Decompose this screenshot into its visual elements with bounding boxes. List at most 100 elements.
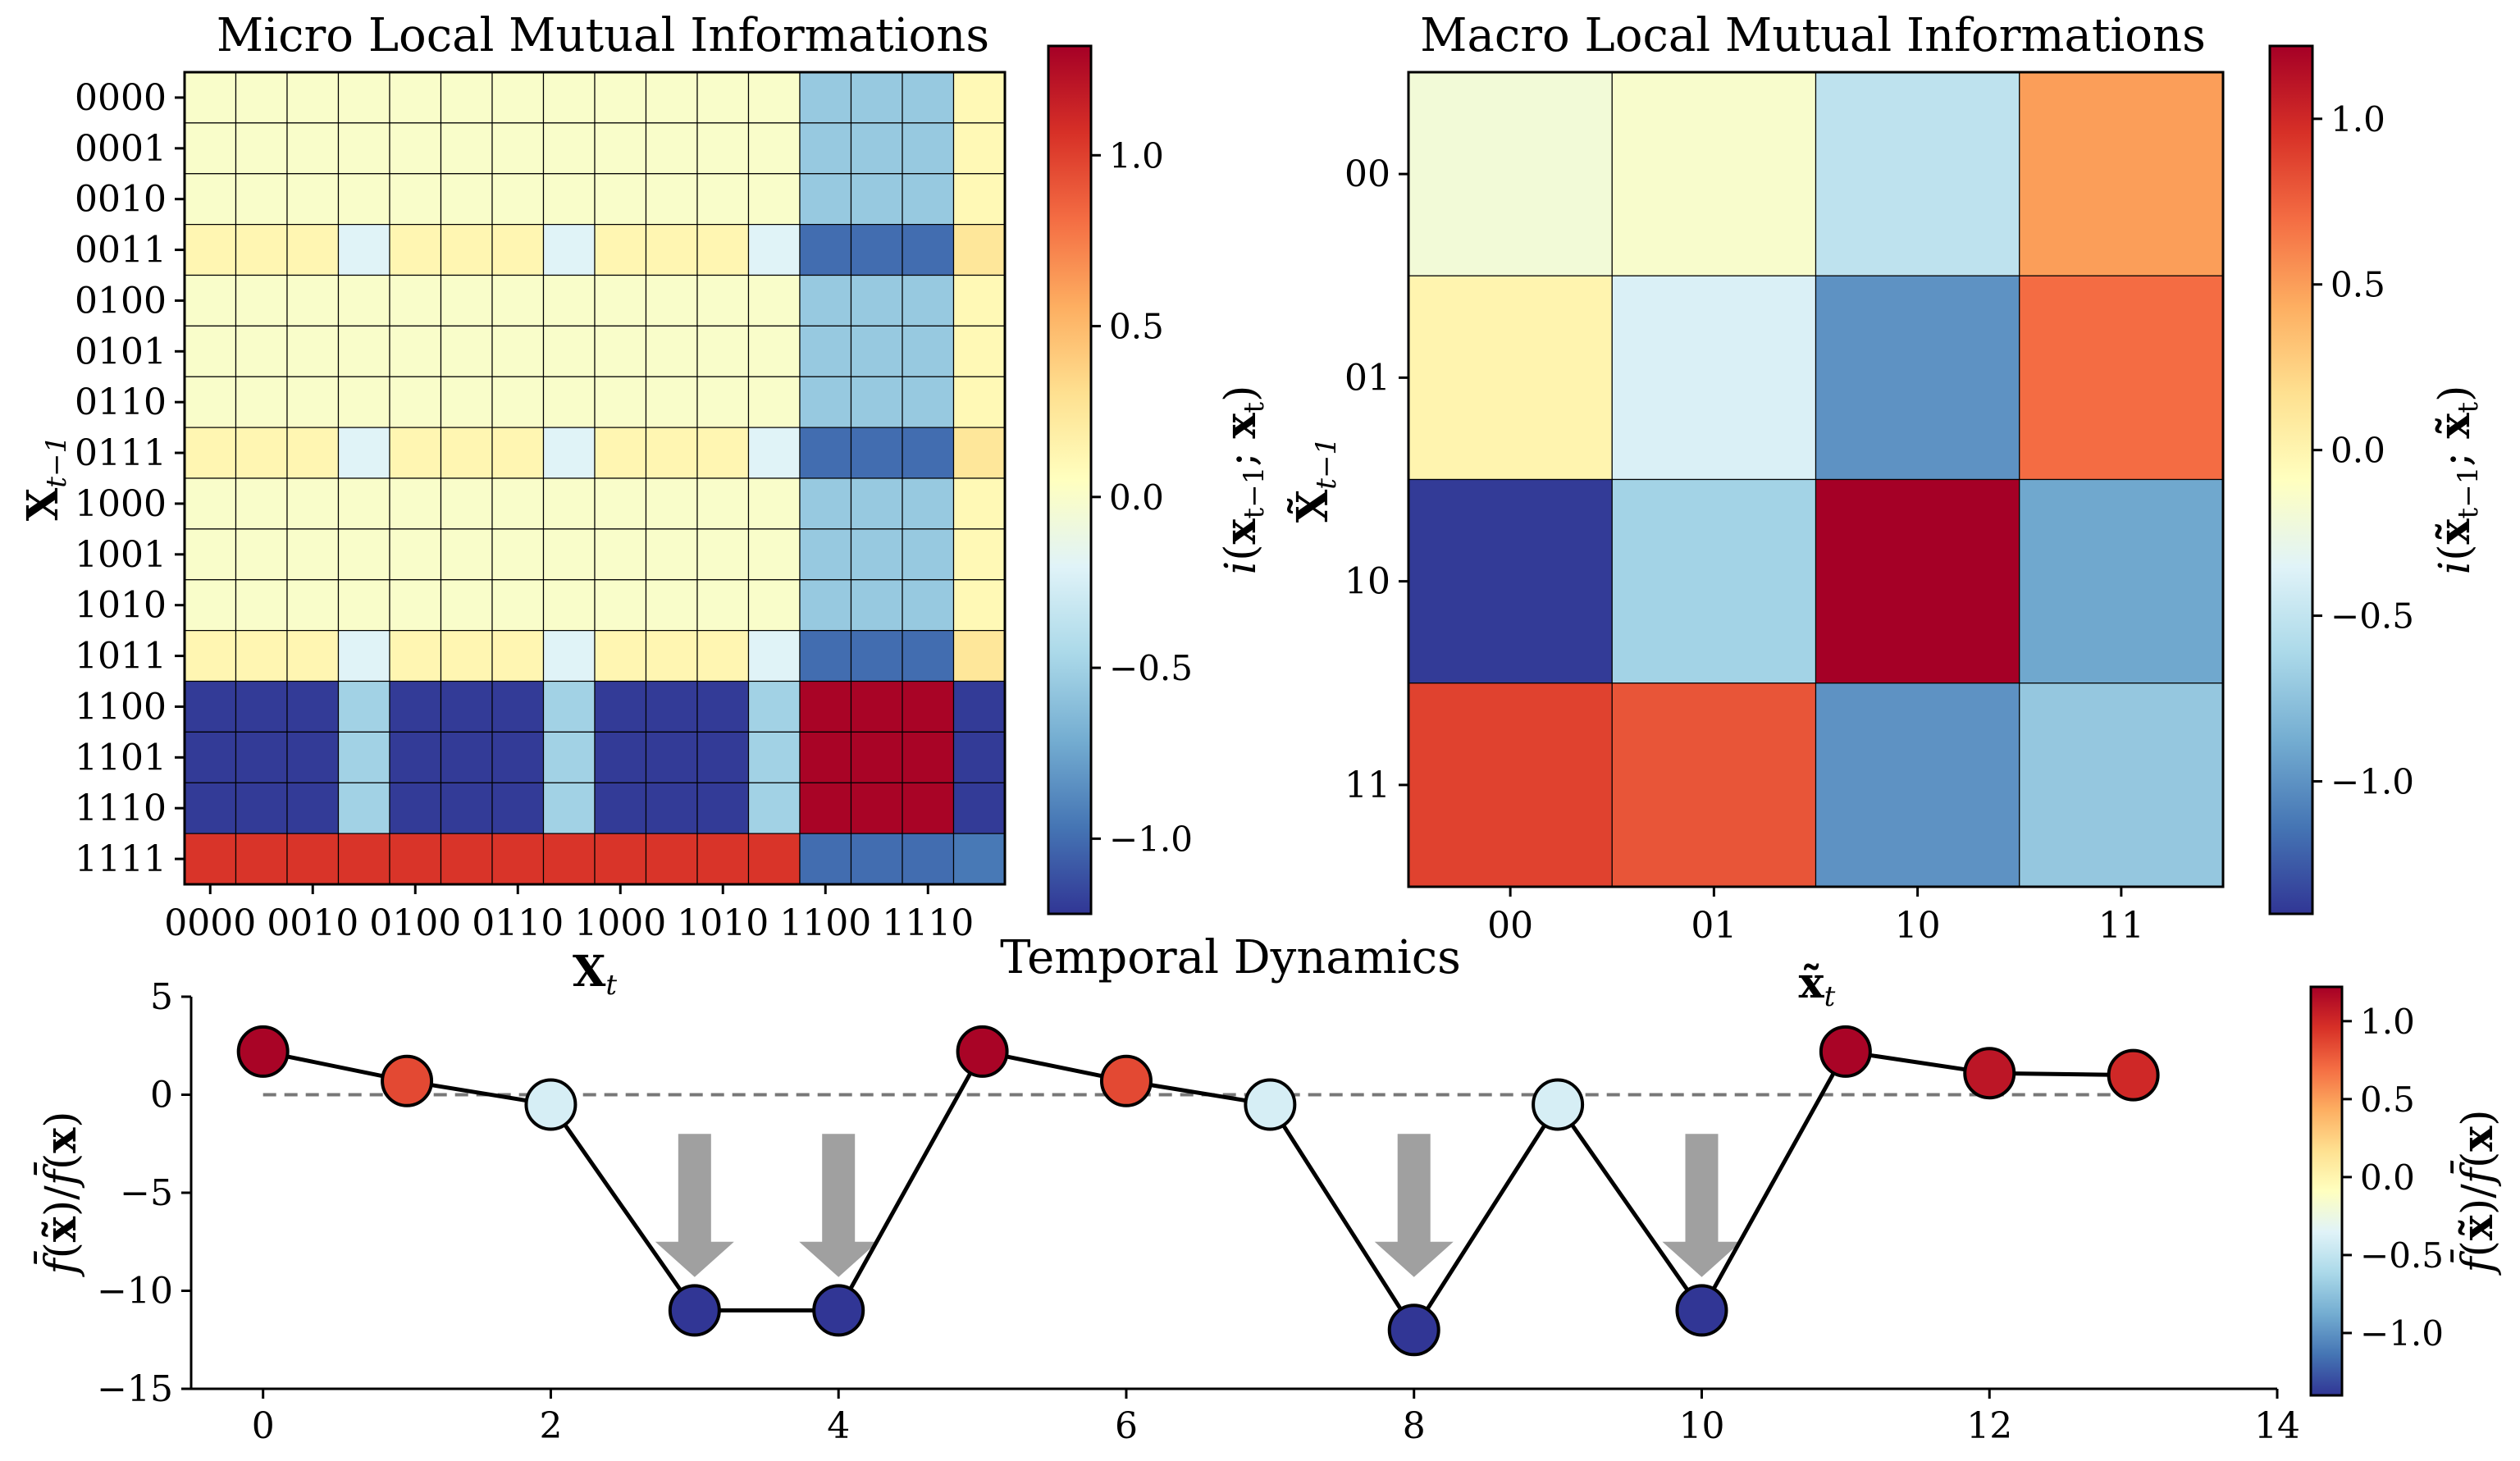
heatmap-cell <box>440 477 493 530</box>
heatmap-cell <box>645 427 698 479</box>
heatmap-cell <box>645 376 698 428</box>
heatmap-cell <box>235 71 288 124</box>
heatmap-cell <box>235 173 288 226</box>
heatmap-cell <box>337 630 390 683</box>
x-tick-label: 0 <box>252 1405 275 1447</box>
heatmap-cell <box>1408 275 1613 481</box>
micro-colorbar: 1.0 0.5 0.0 −0.5 −1.0 i(xt−1; xt) <box>1047 44 1271 915</box>
heatmap-cell <box>850 71 903 124</box>
heatmap-cell <box>235 122 288 175</box>
heatmap-cell <box>1611 478 1817 684</box>
colorbar-tick-label: 1.0 <box>1109 135 1164 176</box>
heatmap-cell <box>389 325 442 377</box>
y-tick-label: 1100 <box>75 686 167 728</box>
heatmap-cell <box>850 325 903 377</box>
heatmap-cell <box>645 833 698 885</box>
heatmap-cell <box>440 528 493 581</box>
x-tick-label: 1100 <box>779 902 871 944</box>
y-tick-label: 10 <box>1344 561 1390 603</box>
heatmap-cell <box>542 122 596 175</box>
heatmap-cell <box>235 224 288 276</box>
heatmap-cell <box>1815 71 2020 276</box>
heatmap-cell <box>747 173 801 226</box>
x-tick-label: 6 <box>1115 1405 1138 1447</box>
heatmap-cell <box>902 427 955 479</box>
y-tick-label: −5 <box>120 1172 173 1214</box>
data-point <box>381 1054 434 1107</box>
heatmap-cell <box>594 528 647 581</box>
heatmap-cell <box>337 477 390 530</box>
heatmap-cell <box>184 579 237 632</box>
heatmap-cell <box>696 731 750 783</box>
heatmap-cell <box>952 782 1006 834</box>
heatmap-cell <box>440 376 493 428</box>
heatmap-cell <box>594 325 647 377</box>
data-point <box>2107 1048 2160 1102</box>
heatmap-cell <box>645 680 698 733</box>
heatmap-cell <box>286 680 340 733</box>
heatmap-cell <box>337 274 390 326</box>
heatmap-cell <box>286 224 340 276</box>
heatmap-cell <box>491 427 545 479</box>
heatmap-cell <box>594 477 647 530</box>
heatmap-cell <box>696 325 750 377</box>
heatmap-cell <box>440 427 493 479</box>
micro-heatmap-cells <box>184 71 1006 885</box>
heatmap-cell <box>337 376 390 428</box>
y-tick-label: −10 <box>97 1271 173 1313</box>
heatmap-cell <box>952 630 1006 683</box>
heatmap-cell <box>184 376 237 428</box>
heatmap-cell <box>542 224 596 276</box>
y-tick-label: 1000 <box>75 483 167 525</box>
y-tick-label: 0010 <box>75 179 167 221</box>
heatmap-cell <box>696 71 750 124</box>
macro-heatmap-x-ticks: 00 01 10 11 <box>1487 887 2144 947</box>
colorbar-tick-label: −1.0 <box>1109 819 1193 859</box>
heatmap-cell <box>952 376 1006 428</box>
heatmap-cell <box>902 173 955 226</box>
data-point <box>1387 1303 1440 1357</box>
temporal-colorbar-ticks: 1.0 0.5 0.0 −0.5 −1.0 <box>2342 1002 2444 1354</box>
y-tick-label: 1011 <box>75 636 167 678</box>
heatmap-cell <box>645 528 698 581</box>
macro-heatmap-y-ticks: 00 01 10 11 <box>1344 153 1408 806</box>
heatmap-cell <box>491 122 545 175</box>
heatmap-cell <box>440 782 493 834</box>
heatmap-cell <box>337 782 390 834</box>
heatmap-cell <box>902 528 955 581</box>
heatmap-cell <box>645 224 698 276</box>
colorbar-tick-label: −0.5 <box>2360 1235 2444 1276</box>
heatmap-cell <box>286 122 340 175</box>
heatmap-cell <box>440 630 493 683</box>
heatmap-cell <box>594 680 647 733</box>
heatmap-cell <box>1815 478 2020 684</box>
heatmap-cell <box>184 173 237 226</box>
heatmap-cell <box>235 274 288 326</box>
down-arrow <box>1662 1134 1742 1277</box>
heatmap-cell <box>491 376 545 428</box>
heatmap-cell <box>594 579 647 632</box>
micro-colorbar-ticks: 1.0 0.5 0.0 −0.5 −1.0 <box>1091 135 1193 859</box>
temporal-colorbar-label: f̄(x̃)/f̄(x) <box>2451 1109 2503 1276</box>
heatmap-cell <box>594 224 647 276</box>
colorbar-tick-label: 1.0 <box>2360 1002 2415 1042</box>
heatmap-cell <box>850 477 903 530</box>
heatmap-cell <box>491 782 545 834</box>
heatmap-cell <box>850 630 903 683</box>
heatmap-cell <box>389 528 442 581</box>
y-tick-label: 00 <box>1344 153 1390 195</box>
heatmap-cell <box>850 122 903 175</box>
heatmap-cell <box>952 528 1006 581</box>
heatmap-cell <box>902 122 955 175</box>
colorbar-tick-label: 0.0 <box>2360 1157 2415 1198</box>
heatmap-cell <box>799 731 852 783</box>
macro-heatmap-cells <box>1408 71 2224 888</box>
heatmap-cell <box>2019 275 2224 481</box>
heatmap-cell <box>286 731 340 783</box>
heatmap-cell <box>902 782 955 834</box>
heatmap-cell <box>952 427 1006 479</box>
heatmap-cell <box>491 630 545 683</box>
x-tick-label: 01 <box>1691 905 1737 947</box>
heatmap-cell <box>235 782 288 834</box>
heatmap-cell <box>902 71 955 124</box>
